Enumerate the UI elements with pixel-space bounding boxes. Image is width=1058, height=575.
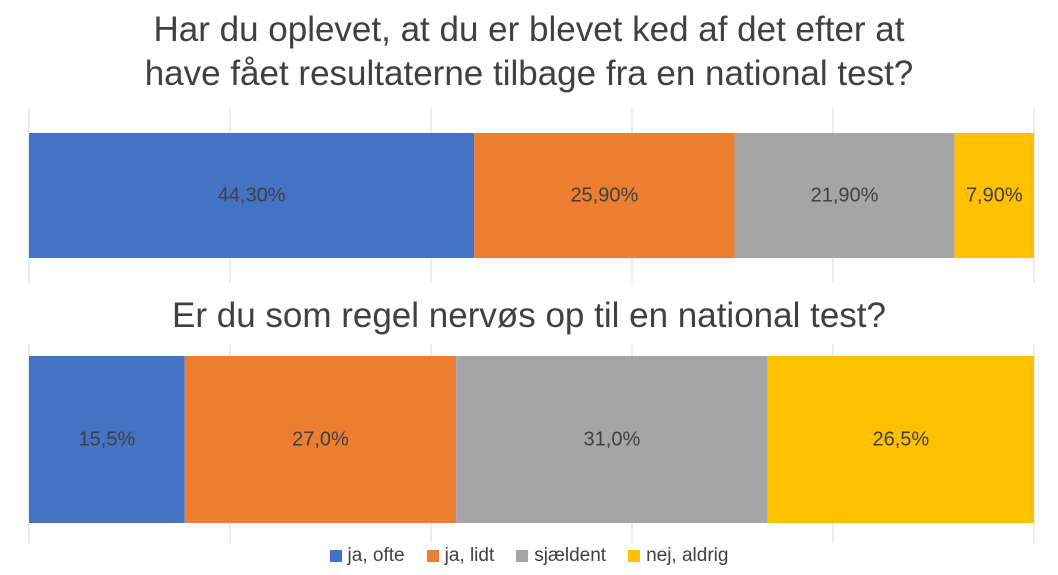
legend-label-nej-aldrig: nej, aldrig [646,545,729,566]
chart-1-title-line-1: Har du oplevet, at du er blevet ked af d… [153,10,905,49]
legend-label-sjaeldent: sjældent [534,545,607,566]
legend-swatch-sjaeldent [516,550,529,562]
data-label-ja-ofte: 44,30% [218,185,286,207]
chart-2-plot: 15,5% 27,0% 31,0% 26,5% [28,344,1035,543]
bar-segment-ja-lidt [184,356,457,523]
chart-2-title: Er du som regel nervøs op til en nationa… [172,296,886,335]
legend: ja, ofte ja, lidt sjældent nej, aldrig [0,541,1058,571]
data-label-ja-ofte: 15,5% [79,429,136,451]
bar-segment-nej-aldrig [954,133,1034,258]
legend-label-ja-ofte: ja, ofte [347,545,405,566]
chart-1-title: Har du oplevet, at du er blevet ked af d… [0,8,1058,96]
legend-item-sjaeldent: sjældent [516,545,606,567]
data-label-nej-aldrig: 7,90% [966,185,1023,207]
legend-swatch-nej-aldrig [628,550,641,562]
bar-segment-ja-lidt [474,133,735,258]
legend-swatch-ja-ofte [329,550,342,562]
bar-segment-nej-aldrig [767,356,1034,523]
bar-segment-ja-ofte [29,356,185,523]
bar-segment-sjaeldent [734,133,955,258]
data-label-nej-aldrig: 26,5% [872,429,929,451]
data-label-sjaeldent: 31,0% [584,429,641,451]
legend-item-ja-lidt: ja, lidt [426,545,495,567]
data-label-ja-lidt: 27,0% [292,429,349,451]
legend-swatch-ja-lidt [426,550,439,562]
chart-1-plot: 44,30% 25,90% 21,90% 7,90% [28,108,1035,283]
legend-label-ja-lidt: ja, lidt [444,545,495,566]
legend-item-nej-aldrig: nej, aldrig [628,545,728,567]
legend-item-ja-ofte: ja, ofte [329,545,405,567]
bar-segment-ja-ofte [29,133,475,258]
data-label-sjaeldent: 21,90% [811,185,879,207]
data-label-ja-lidt: 25,90% [570,185,638,207]
chart-1-title-line-2: have fået resultaterne tilbage fra en na… [144,54,914,93]
bar-segment-sjaeldent [456,356,768,523]
